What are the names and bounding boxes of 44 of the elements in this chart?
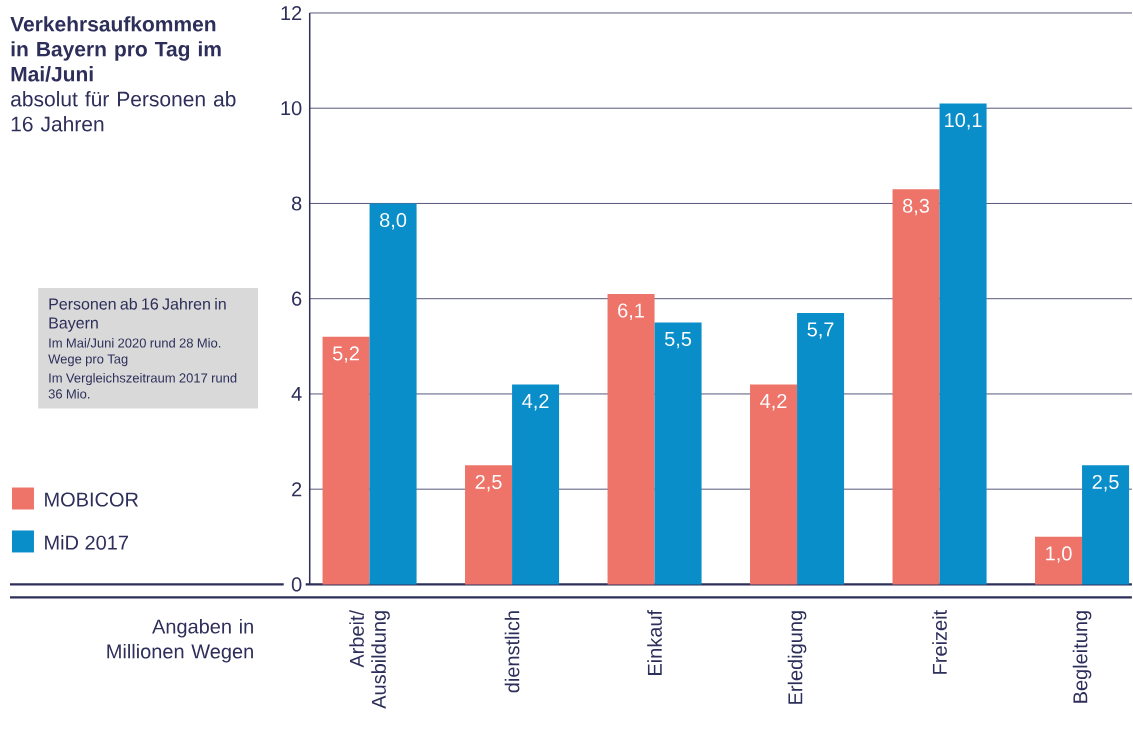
data-label: 5,5	[664, 331, 692, 349]
bar	[607, 293, 655, 585]
bar	[892, 189, 940, 585]
x-tick-label: Freizeit	[932, 610, 947, 674]
data-label: 8,3	[903, 198, 930, 216]
bar	[750, 384, 798, 585]
data-label: 6,1	[618, 303, 644, 320]
x-tick-label: Begleitung	[1072, 611, 1092, 703]
legend-label: MOBICOR	[45, 492, 139, 507]
data-label: 4,2	[760, 393, 787, 411]
data-label: 4,2	[522, 393, 549, 411]
x-tick-label: Arbeit/ Ausbildung	[349, 609, 390, 709]
text: Im Vergleichszeitraum 2017 rund 36 Mio.	[48, 372, 237, 399]
data-label: 1,0	[1046, 546, 1072, 563]
data-label: 8,0	[380, 212, 407, 230]
x-tick-label: Einkauf	[647, 609, 662, 675]
x-tick-label: dienstlich	[504, 611, 520, 693]
bar	[1035, 536, 1083, 585]
y-tick-label: 10	[281, 101, 302, 116]
data-label: 2,5	[475, 474, 502, 492]
bar	[512, 384, 560, 585]
text: Im Mai/Juni 2020 rund 28 Mio. Wege pro Tag	[48, 337, 221, 367]
bar	[654, 322, 702, 585]
data-label: 5,7	[807, 322, 834, 339]
bar	[1082, 465, 1130, 585]
y-tick-label: 12	[281, 5, 302, 20]
y-tick-label: 0	[291, 577, 302, 592]
y-axis-title: Angaben in Millionen Wegen	[107, 618, 253, 663]
data-label: 5,2	[332, 346, 359, 363]
bar	[797, 312, 845, 585]
y-tick-label: 2	[292, 482, 302, 497]
text: Personen ab 16 Jahren in Bayern	[49, 297, 226, 332]
x-tick-label: Erledigung	[787, 611, 807, 704]
data-label: 10,1	[945, 112, 982, 130]
y-tick-label: 8	[291, 196, 302, 211]
data-label: 2,5	[1092, 474, 1119, 492]
text: absolut für Personen ab 16 Jahren	[11, 91, 236, 132]
y-tick-label: 4	[291, 387, 302, 401]
bar	[322, 336, 370, 585]
bar	[939, 103, 987, 585]
y-tick-label: 6	[292, 291, 302, 306]
bar	[369, 203, 417, 585]
bar	[465, 465, 513, 585]
legend-label: MiD 2017	[45, 535, 128, 550]
